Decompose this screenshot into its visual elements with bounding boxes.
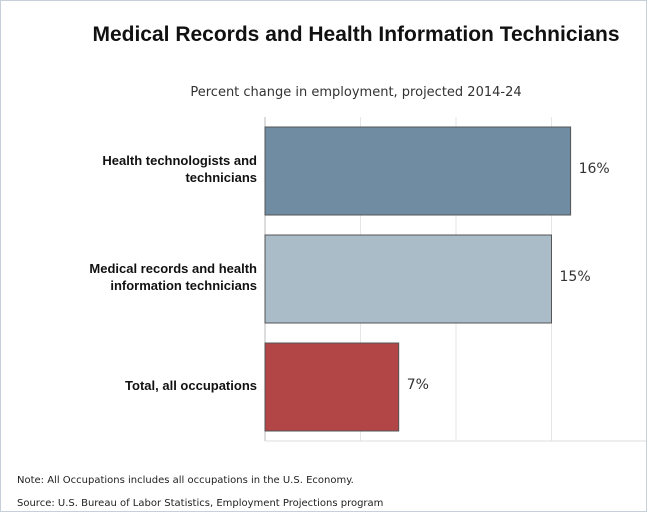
chart-title: Medical Records and Health Information T… [92,23,620,46]
data-label: 15% [560,269,591,285]
y-tick-label: Medical records and health information t… [89,261,257,293]
source: Source: U.S. Bureau of Labor Statistics,… [17,498,384,509]
bar [264,234,552,324]
y-tick-label: Health technologists and technicians [102,153,257,185]
y-tick-label: Total, all occupations [125,377,257,393]
bar [264,126,572,216]
data-label: 7% [407,377,429,393]
chart-subtitle: Percent change in employment, projected … [190,85,522,100]
note: Note: All Occupations includes all occup… [17,475,354,486]
data-label: 16% [579,161,610,177]
bar [264,342,400,432]
